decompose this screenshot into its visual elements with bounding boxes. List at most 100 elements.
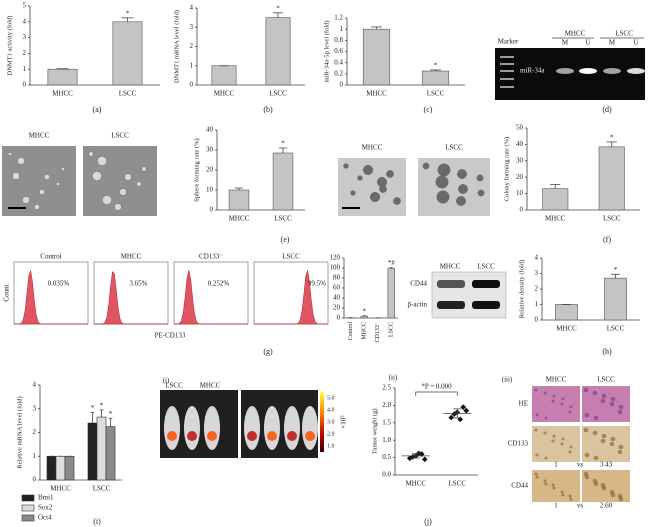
histogram-title: CD133⁻ [199,253,223,261]
panel-label: (h) [602,347,612,356]
cell-cluster [34,204,40,210]
y-tick-label: 4 [33,381,37,389]
micrograph-label: MHCC [362,144,383,152]
colorbar-label: 4.0 [327,407,335,413]
significance-label: * [281,140,285,148]
significance-label: * [610,134,614,142]
sublabel: (ii) [389,374,398,382]
ihc-image [532,470,580,502]
cell-cluster [7,151,13,157]
y-tick-label: 2 [535,285,539,293]
ihc-row-label: CD44 [511,482,528,490]
cell-cluster [362,164,374,176]
cell-cluster [102,195,112,205]
x-tick-label: LSCC [427,90,445,98]
marker-band [500,56,514,58]
cell-cluster [22,196,30,204]
y-tick-label: 0 [337,314,341,322]
cell-cluster [12,172,20,180]
ihc-ratio: vs [577,461,584,469]
y-tick-label: 4 [190,4,194,12]
y-tick-label: 10 [206,186,214,194]
bar [387,267,395,319]
y-tick-label: 80 [333,274,341,282]
cell-cluster [357,175,363,181]
significance-label: * [100,402,104,410]
cell-cluster [55,181,61,187]
legend-swatch [21,494,35,502]
y-tick-label: 20 [516,173,524,181]
ihc-stain [610,436,616,442]
x-tick-label: MHCC [556,325,577,333]
mouse [264,406,280,450]
ihc-stain [561,493,565,497]
y-tick-label: 30 [206,146,214,154]
ihc-stain [544,416,548,420]
y-tick-label: 0 [210,206,214,214]
bar [421,70,450,86]
micrograph-label: MHCC [29,132,50,140]
gel-lane-label: U [633,39,638,47]
signal [287,431,297,441]
bar [542,188,569,211]
bar [46,455,57,481]
cell-cluster [141,166,147,172]
histogram-title: MHCC [121,253,142,261]
ihc-image [532,386,580,422]
gel-band [556,68,574,74]
y-tick-label: 0 [23,81,27,89]
cell-cluster [39,189,45,195]
y-tick-label: 5 [23,2,27,10]
ihc-stain [551,483,555,487]
y-tick-label: 3 [190,23,194,31]
point [463,407,470,414]
signal [207,431,217,441]
cell-cluster [386,170,394,178]
x-tick-label: MHCC [366,90,387,98]
gel-band [603,68,621,74]
cell-cluster [17,157,25,165]
x-tick-label: LSCC [603,215,621,223]
panel-label: (j) [424,517,432,526]
point [460,404,467,410]
ihc-stain [569,497,573,501]
mouse [302,406,318,450]
ihc-stain [592,430,598,436]
ihc-image [582,386,630,422]
cell-cluster [92,171,102,181]
legend-label: Oct4 [38,514,52,522]
y-tick-label: 20 [333,304,341,312]
cell-cluster [376,176,388,188]
x-tick-label: LSCC [448,480,466,488]
panel-label: (a) [93,105,102,114]
y-tick-label: 0 [190,81,194,89]
bar [555,304,578,321]
ihc-stain [618,444,624,450]
histogram-frame [93,261,169,325]
legend-swatch [21,504,35,512]
y-tick-label: 0 [340,81,344,89]
histogram-title: Control [40,253,61,261]
y-tick-label: 1 [340,25,344,33]
cell-cluster [88,151,94,157]
y-tick-label: 4 [535,254,539,262]
bar [272,152,294,211]
ihc-image [532,426,580,462]
cell-cluster [97,156,107,166]
ihc-stain [552,486,556,490]
cell-cluster [435,175,449,189]
blot-group-label: MHCC [440,263,461,271]
histogram-percent: 3.65% [129,280,147,288]
y-tick-label: 2 [33,428,37,436]
bar [604,277,627,321]
blot-image [431,271,507,319]
ihc-stain [593,481,599,487]
y-tick-label: 0.2 [334,69,343,77]
y-tick-label: 40 [206,126,214,134]
y-tick-label: 40 [333,294,341,302]
ihc-row-label: CD133 [508,440,529,448]
ihc-stain [600,438,606,444]
significance-label: * [614,266,618,274]
colorbar [320,392,324,452]
y-tick-label: 2.5 [382,384,391,392]
